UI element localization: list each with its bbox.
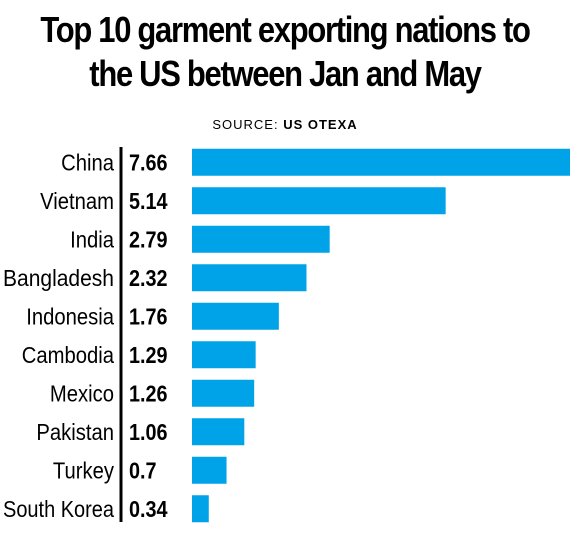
value-label: 0.7 — [129, 457, 157, 483]
bar — [192, 379, 255, 407]
category-label: South Korea — [3, 496, 114, 522]
category-label: Vietnam — [40, 188, 114, 214]
bar — [192, 187, 446, 215]
value-label: 1.29 — [129, 342, 167, 368]
bar-rows: China 7.66 Vietnam 5.14 India 2.79 Bangladesh 2… — [3, 148, 570, 523]
source-line: SOURCE: US OTEXA — [0, 117, 570, 132]
category-label: Pakistan — [36, 419, 114, 445]
value-label: 1.06 — [129, 419, 167, 445]
chart-title-line-2: the US between Jan and May — [89, 53, 482, 94]
value-label: 2.32 — [129, 265, 167, 291]
value-label: 0.34 — [129, 496, 168, 522]
value-label: 1.26 — [129, 380, 167, 406]
value-label: 7.66 — [129, 149, 167, 175]
bar — [192, 148, 570, 176]
chart-title: Top 10 garment exporting nations to the … — [40, 8, 531, 96]
bar — [192, 418, 245, 446]
chart-title-line-1: Top 10 garment exporting nations to — [40, 9, 531, 50]
category-label: Cambodia — [22, 342, 114, 368]
category-label: Indonesia — [26, 303, 114, 329]
bar — [192, 456, 227, 484]
value-label: 1.76 — [129, 303, 167, 329]
category-label: Bangladesh — [3, 265, 114, 291]
category-label: China — [61, 149, 114, 175]
source-label: SOURCE: — [212, 117, 279, 132]
bar — [192, 225, 330, 253]
bar — [192, 302, 279, 330]
bar — [192, 264, 307, 292]
bar — [192, 495, 209, 523]
bar — [192, 341, 256, 369]
category-label: India — [70, 226, 114, 252]
source-name: US OTEXA — [283, 117, 358, 132]
value-label: 2.79 — [129, 226, 167, 252]
category-label: Mexico — [50, 380, 114, 406]
value-label: 5.14 — [129, 188, 168, 214]
category-label: Turkey — [53, 457, 115, 483]
